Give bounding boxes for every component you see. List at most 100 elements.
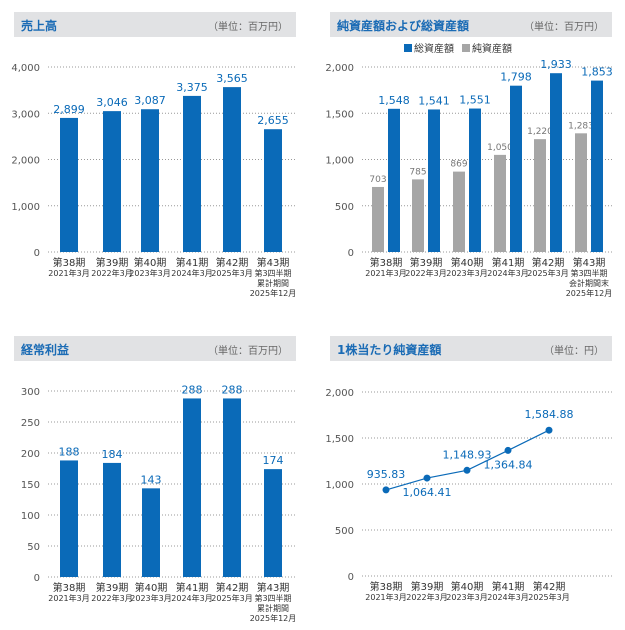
header-assets: 純資産額および総資産額 （単位：百万円） (330, 12, 612, 37)
y-tick-label: 1,000 (325, 480, 354, 491)
data-label: 1,148.93 (443, 448, 492, 461)
data-point (545, 426, 553, 434)
x-tick-label: 2021年3月 (48, 268, 89, 278)
data-label: 3,375 (176, 81, 208, 94)
x-tick-label: 第39期 (96, 256, 129, 269)
chart-title: 売上高 (21, 19, 58, 33)
y-tick-label: 200 (21, 449, 40, 460)
y-tick-label: 2,000 (325, 388, 354, 399)
data-label: 288 (222, 383, 243, 396)
bar-total-assets (388, 108, 400, 252)
bar (223, 87, 241, 253)
y-tick-label: 3,000 (11, 109, 40, 120)
y-tick-label: 1,000 (11, 202, 40, 213)
y-tick-label: 100 (21, 511, 40, 522)
data-label: 1,050 (487, 143, 513, 153)
x-tick-label: 第40期 (451, 580, 484, 593)
y-tick-label: 0 (34, 248, 40, 259)
x-tick-label: 第38期 (53, 581, 86, 594)
y-tick-label: 2,000 (11, 156, 40, 167)
unit-label: （単位：百万円） (208, 22, 288, 33)
y-tick-label: 0 (348, 572, 354, 583)
y-tick-label: 0 (348, 248, 354, 259)
x-tick-label: 2024年3月 (487, 268, 528, 278)
data-label: 188 (59, 445, 80, 458)
x-tick-label: 第42期 (533, 580, 566, 593)
data-label: 1,551 (459, 94, 491, 107)
data-label: 1,548 (378, 94, 410, 107)
x-tick-label: 累計期間 (257, 278, 289, 288)
bar (141, 109, 159, 252)
unit-label: （単位：百万円） (524, 22, 604, 33)
bar (183, 95, 201, 252)
x-tick-label: 2024年3月 (171, 268, 212, 278)
x-tick-label: 2025年3月 (528, 592, 569, 602)
data-label: 3,046 (96, 96, 128, 109)
data-point (382, 486, 390, 494)
x-tick-label: 2023年3月 (129, 268, 170, 278)
data-label: 785 (409, 167, 426, 177)
x-tick-label: 2025年3月 (527, 268, 568, 278)
x-tick-label: 2025年12月 (250, 613, 297, 623)
bar-net-assets (534, 139, 546, 252)
bar (142, 488, 160, 577)
bar-net-assets (453, 171, 465, 252)
data-label: 1,798 (500, 71, 532, 84)
x-tick-label: 第38期 (53, 256, 86, 269)
x-tick-label: 2021年3月 (365, 592, 406, 602)
bar-total-assets (591, 80, 603, 252)
x-tick-label: 第42期 (532, 256, 565, 269)
x-tick-label: 2025年12月 (566, 288, 613, 298)
data-label: 2,655 (257, 114, 289, 127)
bar (60, 117, 78, 252)
data-label: 1,220 (527, 127, 553, 137)
x-tick-label: 2021年3月 (48, 593, 89, 603)
y-tick-label: 0 (34, 573, 40, 584)
bar (183, 398, 201, 577)
y-tick-label: 4,000 (11, 63, 40, 74)
x-tick-label: 2021年3月 (365, 268, 406, 278)
bar-net-assets (372, 186, 384, 252)
x-tick-label: 第41期 (176, 256, 209, 269)
data-label: 1,853 (581, 66, 613, 79)
data-label: 3,565 (216, 72, 248, 85)
bar-total-assets (510, 85, 522, 252)
x-tick-label: 2024年3月 (487, 592, 528, 602)
x-tick-label: 第3四半期 (254, 268, 291, 278)
x-tick-label: 2022年3月 (405, 268, 446, 278)
data-label: 3,087 (134, 94, 166, 107)
bar-net-assets (575, 133, 587, 252)
x-tick-label: 第38期 (370, 580, 403, 593)
data-point (504, 446, 512, 454)
x-tick-label: 第39期 (96, 581, 129, 594)
data-label: 184 (102, 448, 123, 461)
chart-title: 純資産額および総資産額 (337, 19, 470, 33)
data-label: 1,933 (540, 58, 572, 71)
x-tick-label: 第41期 (492, 256, 525, 269)
header-bps: 1株当たり純資産額 （単位：円） (330, 336, 612, 361)
x-tick-label: 2025年3月 (211, 268, 252, 278)
data-label: 2,899 (53, 103, 85, 116)
x-tick-label: 第42期 (216, 581, 249, 594)
y-tick-label: 150 (21, 480, 40, 491)
x-tick-label: 第3四半期 (570, 268, 607, 278)
x-tick-label: 第39期 (411, 580, 444, 593)
x-tick-label: 第43期 (573, 256, 606, 269)
data-label: 703 (369, 175, 386, 185)
unit-label: （単位：百万円） (208, 346, 288, 357)
data-label: 174 (263, 454, 284, 467)
data-label: 288 (182, 383, 203, 396)
x-tick-label: 第41期 (176, 581, 209, 594)
bar (264, 129, 282, 252)
data-label: 1,541 (418, 94, 450, 107)
legend-swatch-net-assets (462, 44, 470, 52)
data-label: 935.83 (367, 468, 406, 481)
y-tick-label: 1,000 (325, 156, 354, 167)
bar-net-assets (412, 179, 424, 252)
legend-swatch-total-assets (404, 44, 412, 52)
y-tick-label: 1,500 (325, 109, 354, 120)
y-tick-label: 50 (27, 542, 40, 553)
x-tick-label: 2024年3月 (171, 593, 212, 603)
bar-total-assets (469, 108, 481, 252)
